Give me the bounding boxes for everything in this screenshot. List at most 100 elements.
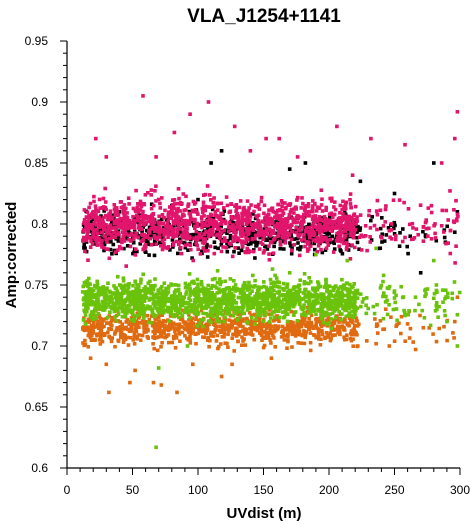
data-point xyxy=(321,305,326,309)
data-point xyxy=(232,279,236,283)
data-point xyxy=(202,249,207,253)
data-point xyxy=(155,237,160,242)
data-point xyxy=(213,284,217,289)
data-point xyxy=(326,227,331,232)
data-point xyxy=(444,288,448,292)
data-point xyxy=(226,305,230,309)
data-point xyxy=(166,218,170,223)
data-point xyxy=(403,235,407,240)
data-point xyxy=(273,273,277,278)
data-point xyxy=(210,283,215,288)
data-point xyxy=(96,326,101,330)
data-point xyxy=(84,224,88,229)
data-point xyxy=(178,303,183,307)
data-point xyxy=(271,333,275,338)
data-point xyxy=(178,339,182,343)
data-point xyxy=(163,208,167,213)
data-point xyxy=(254,299,258,303)
chart-title: VLA_J1254+1141 xyxy=(187,6,341,27)
data-point xyxy=(288,320,293,324)
data-point xyxy=(358,292,363,296)
data-point xyxy=(265,232,269,237)
data-point xyxy=(180,233,184,238)
data-point xyxy=(228,313,233,318)
data-point xyxy=(128,299,132,303)
data-point xyxy=(355,240,360,245)
data-point xyxy=(88,245,93,249)
data-point xyxy=(81,327,86,332)
data-point xyxy=(160,291,164,296)
data-point xyxy=(201,204,206,208)
data-point xyxy=(130,322,135,326)
data-point xyxy=(315,301,320,305)
data-point xyxy=(330,223,334,228)
data-point xyxy=(98,342,103,346)
data-point xyxy=(338,221,343,225)
data-point xyxy=(156,335,161,339)
data-point xyxy=(296,215,301,219)
data-point xyxy=(175,294,180,299)
data-point xyxy=(350,320,355,325)
data-point xyxy=(401,295,406,299)
data-point xyxy=(126,233,131,238)
data-point xyxy=(298,278,302,282)
data-point xyxy=(448,251,453,256)
data-point xyxy=(85,291,90,296)
data-point xyxy=(378,319,383,323)
data-point xyxy=(95,285,99,290)
data-point xyxy=(381,294,385,299)
data-point xyxy=(290,345,294,349)
data-point xyxy=(215,280,220,285)
data-point xyxy=(142,294,146,299)
data-point xyxy=(454,217,459,221)
data-point xyxy=(389,315,393,319)
data-point xyxy=(171,325,175,329)
data-point xyxy=(262,293,267,297)
data-point xyxy=(152,238,157,242)
data-point xyxy=(114,319,119,323)
data-point xyxy=(146,327,150,332)
data-point xyxy=(206,214,210,219)
data-point xyxy=(189,329,194,333)
data-point xyxy=(108,310,112,314)
data-point xyxy=(269,330,274,335)
data-point xyxy=(135,205,139,210)
data-point xyxy=(251,300,256,304)
data-point xyxy=(153,295,158,299)
data-point xyxy=(233,318,238,322)
data-point xyxy=(195,305,199,310)
data-point xyxy=(118,224,122,229)
data-point xyxy=(183,234,187,238)
data-point xyxy=(86,221,90,225)
data-point xyxy=(308,331,313,335)
data-point xyxy=(93,300,97,305)
data-point xyxy=(297,253,302,258)
data-point xyxy=(176,215,181,219)
data-point xyxy=(212,196,216,200)
data-point xyxy=(332,241,336,246)
data-point xyxy=(90,242,95,246)
data-point xyxy=(160,320,164,325)
data-point xyxy=(272,280,276,285)
data-point xyxy=(190,316,194,321)
data-point xyxy=(82,303,87,307)
data-point xyxy=(407,336,412,340)
data-point xyxy=(340,207,344,212)
data-point xyxy=(206,226,211,231)
data-point xyxy=(149,314,154,318)
data-point xyxy=(421,229,425,234)
data-point xyxy=(94,218,99,223)
data-point xyxy=(151,380,156,385)
data-point xyxy=(160,247,165,252)
data-point xyxy=(233,246,237,250)
data-point xyxy=(442,324,446,329)
data-point xyxy=(191,258,195,263)
data-point xyxy=(224,306,228,311)
data-point xyxy=(151,224,156,229)
data-point xyxy=(352,302,357,306)
data-point xyxy=(143,193,148,197)
data-point xyxy=(343,202,348,206)
data-point xyxy=(397,198,402,202)
data-point xyxy=(363,234,368,238)
data-point xyxy=(432,258,436,263)
